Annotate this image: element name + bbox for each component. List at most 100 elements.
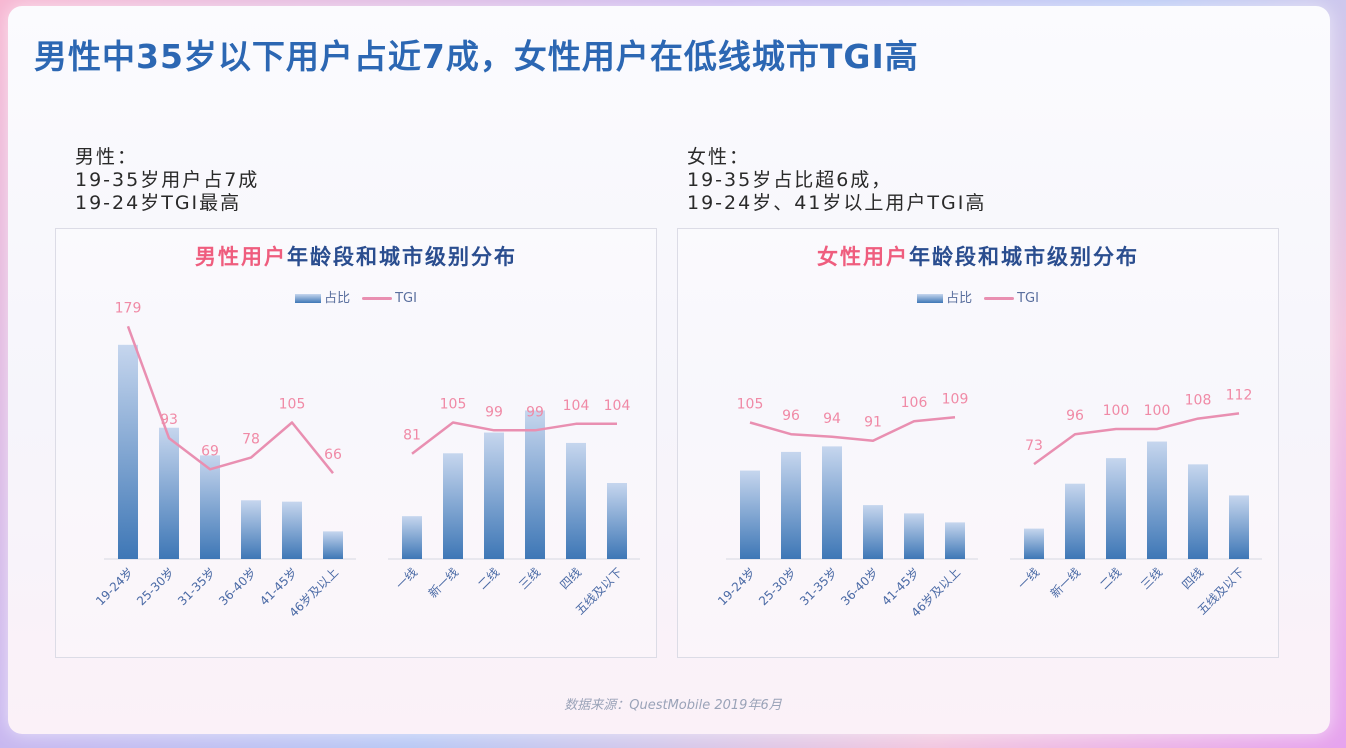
share-bar [282,501,302,559]
tgi-data-label: 69 [201,443,219,459]
share-bar [566,442,586,559]
share-bar [118,344,138,559]
share-bar [1065,483,1085,559]
tgi-data-label: 105 [440,397,467,413]
tgi-data-label: 73 [1025,438,1043,454]
male-note-line: 19-35岁用户占7成 [75,169,260,191]
legend-bar-swatch [295,294,322,303]
female-chart-panel: 女性用户年龄段和城市级别分布 占比 TGI 19-24岁 25-30岁 31-35岁 3… [677,228,1279,658]
share-bar [822,446,842,559]
share-bar [1229,495,1249,559]
x-tick-label: 一线 [1015,565,1042,592]
x-tick-label: 新一线 [1047,565,1083,601]
legend-tgi-label: TGI [395,291,417,306]
share-bar [945,522,965,559]
male-note-line: 男性： [75,146,139,168]
female-chart-legend: 占比 TGI [678,287,1278,306]
x-tick-label: 二线 [1097,565,1124,592]
x-tick-label: 二线 [475,565,502,592]
page-title: 男性中35岁以下用户占近7成，女性用户在低线城市TGI高 [34,37,919,76]
tgi-data-label: 91 [864,415,882,431]
data-source: 数据来源：QuestMobile 2019年6月 [564,698,782,713]
male-chart-plot: 19-24岁25-30岁31-35岁36-40岁41-45岁46岁及以上1799… [92,300,640,620]
male-note-line: 19-24岁TGI最高 [75,192,242,214]
legend-bar-swatch [917,294,944,303]
female-note-line: 女性： [687,146,751,168]
share-bar [781,451,801,559]
share-bar [1106,458,1126,559]
tgi-data-label: 104 [563,398,590,414]
legend-tgi-label: TGI [1017,291,1039,306]
x-tick-label: 四线 [1179,565,1206,592]
tgi-data-label: 105 [737,397,764,413]
female-note-line: 19-24岁、41岁以上用户TGI高 [687,192,987,214]
share-bar [241,500,261,559]
x-tick-label: 19-24岁 [92,565,136,609]
tgi-data-label: 179 [115,300,142,316]
x-tick-label: 36-40岁 [837,565,881,609]
share-bar [525,410,545,559]
x-tick-label: 四线 [557,565,584,592]
slide-card [8,6,1330,734]
x-tick-label: 三线 [1138,565,1165,592]
legend-share-label: 占比 [324,291,351,306]
x-tick-label: 36-40岁 [215,565,259,609]
tgi-data-label: 78 [242,432,260,448]
share-bar [904,513,924,559]
legend-line-swatch [984,297,1015,300]
male-chart-title-rest: 年龄段和城市级别分布 [287,245,517,269]
share-bar [863,505,883,559]
x-tick-label: 新一线 [425,565,461,601]
female-chart-title-rest: 年龄段和城市级别分布 [909,245,1139,269]
tgi-data-label: 99 [526,404,544,420]
share-bar [1147,441,1167,559]
x-tick-label: 19-24岁 [714,565,758,609]
male-chart-title: 男性用户年龄段和城市级别分布 [56,241,656,271]
tgi-data-label: 94 [823,411,841,427]
tgi-data-label: 66 [324,447,342,463]
tgi-data-label: 81 [403,428,421,444]
tgi-data-label: 96 [782,408,800,424]
x-tick-label: 一线 [393,565,420,592]
female-note: 女性： 19-35岁占比超6成， 19-24岁、41岁以上用户TGI高 [687,146,986,215]
tgi-line [411,421,617,455]
tgi-data-label: 104 [604,398,631,414]
x-tick-label: 25-30岁 [755,565,799,609]
tgi-line [126,325,334,474]
x-tick-label: 三线 [516,565,543,592]
x-tick-label: 31-35岁 [174,565,218,609]
tgi-data-label: 106 [901,395,928,411]
female-chart-title-highlight: 女性用户 [817,245,909,269]
tgi-data-label: 105 [279,397,306,413]
share-bar [402,516,422,559]
share-bar [607,483,627,559]
x-tick-label: 25-30岁 [133,565,177,609]
legend-share-label: 占比 [946,291,973,306]
male-chart-title-highlight: 男性用户 [195,245,287,269]
legend-line-swatch [362,297,393,300]
tgi-data-label: 100 [1103,403,1130,419]
share-bar [740,470,760,559]
share-bar [159,427,179,559]
tgi-data-label: 108 [1185,393,1212,409]
tgi-data-label: 100 [1144,403,1171,419]
female-chart-title: 女性用户年龄段和城市级别分布 [678,241,1278,271]
male-chart-legend: 占比 TGI [56,287,656,306]
tgi-data-label: 99 [485,404,503,420]
male-note: 男性： 19-35岁用户占7成 19-24岁TGI最高 [75,146,259,215]
tgi-data-label: 96 [1066,408,1084,424]
share-bar [200,455,220,559]
share-bar [1024,528,1044,559]
female-note-line: 19-35岁占比超6成， [687,169,893,191]
tgi-data-label: 93 [160,412,178,428]
share-bar [1188,464,1208,559]
male-chart-panel: 男性用户年龄段和城市级别分布 占比 TGI 19-24岁 25-30岁 31-35岁 3… [55,228,657,658]
tgi-line [1033,412,1240,466]
tgi-data-label: 112 [1226,387,1253,403]
tgi-line [749,416,956,442]
share-bar [443,453,463,559]
female-chart-plot: 19-24岁25-30岁31-35岁36-40岁41-45岁46岁及以上1059… [714,387,1262,620]
tgi-data-label: 109 [942,391,969,407]
share-bar [484,432,504,559]
x-tick-label: 31-35岁 [796,565,840,609]
